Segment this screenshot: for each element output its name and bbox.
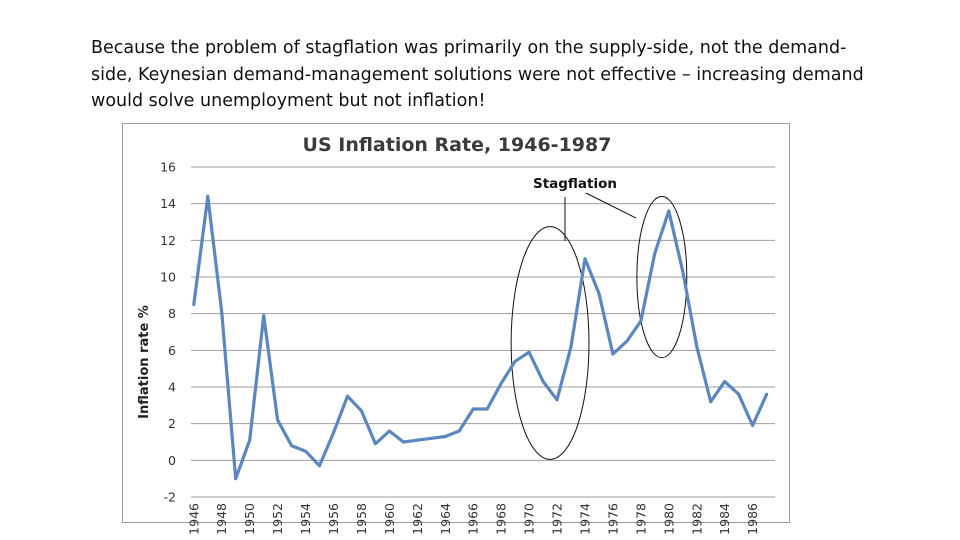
y-tick-label: -2 — [164, 490, 176, 505]
data-point — [541, 380, 545, 383]
data-point — [387, 429, 391, 433]
data-point — [262, 314, 266, 317]
x-tick-label: 1966 — [466, 503, 481, 535]
data-point — [346, 394, 349, 398]
x-tick-label: 1948 — [214, 503, 229, 535]
caption-line-2: side, Keynesian demand-management soluti… — [91, 64, 864, 85]
y-tick-label: 0 — [168, 453, 176, 468]
data-point — [276, 418, 280, 422]
data-point — [751, 424, 755, 427]
data-point — [471, 407, 475, 411]
x-tick-label: 1980 — [661, 503, 676, 535]
stagflation-ellipse — [636, 195, 688, 359]
y-tick-label: 4 — [168, 380, 176, 395]
data-point — [248, 438, 252, 442]
data-point — [401, 440, 405, 444]
y-tick-label: 10 — [160, 270, 176, 285]
y-tick-label: 8 — [168, 306, 176, 321]
data-point — [695, 345, 699, 349]
y-tick-label: 14 — [160, 196, 176, 211]
data-point — [415, 438, 419, 442]
data-point — [318, 464, 321, 468]
data-point — [443, 435, 447, 438]
x-tick-label: 1946 — [186, 503, 201, 535]
data-point — [499, 381, 503, 385]
x-tick-label: 1982 — [689, 503, 704, 535]
data-point — [709, 400, 713, 404]
gridlines — [191, 166, 775, 498]
data-point — [527, 350, 531, 354]
y-axis-label: Inflation rate % — [137, 305, 152, 419]
data-point — [429, 436, 433, 440]
data-point — [737, 392, 741, 396]
data-point — [374, 442, 377, 446]
data-point — [639, 319, 643, 323]
y-tick-label: 16 — [160, 160, 176, 175]
x-tick-label: 1964 — [438, 503, 453, 535]
data-point — [457, 429, 461, 433]
data-point — [332, 431, 335, 435]
x-tick-label: 1976 — [605, 503, 620, 535]
y-axis-ticks: -2 0 2 4 6 8 10 12 14 16 — [160, 160, 176, 505]
annotation-pointer — [585, 192, 637, 219]
y-tick-label: 2 — [168, 416, 176, 431]
stagflation-annotation: Stagflation — [510, 176, 688, 460]
data-point — [625, 339, 629, 343]
data-point — [304, 449, 307, 453]
caption-text: Because the problem of stagflation was p… — [91, 35, 891, 115]
x-tick-label: 1954 — [298, 503, 313, 535]
annotation-label: Stagflation — [533, 176, 617, 192]
data-point — [765, 392, 769, 396]
data-point — [597, 292, 601, 295]
x-tick-label: 1960 — [382, 503, 397, 535]
data-point — [583, 257, 587, 261]
x-tick-label: 1986 — [745, 503, 760, 535]
x-tick-label: 1962 — [410, 503, 425, 535]
data-point — [206, 194, 210, 198]
x-tick-label: 1970 — [522, 503, 537, 535]
data-point — [234, 477, 238, 481]
data-point — [485, 407, 489, 411]
data-point — [681, 270, 685, 273]
x-tick-label: 1974 — [577, 503, 592, 535]
x-tick-label: 1978 — [633, 503, 648, 535]
caption-line-1: Because the problem of stagflation was p… — [91, 38, 847, 58]
x-tick-label: 1956 — [326, 503, 341, 535]
data-point — [192, 303, 196, 306]
x-tick-label: 1950 — [242, 503, 257, 535]
data-point — [723, 380, 727, 383]
data-point — [290, 444, 293, 448]
data-point — [667, 209, 671, 213]
caption-line-3: would solve unemployment but not inflati… — [91, 91, 486, 111]
x-axis-ticks: 1946 1948 1950 1952 1954 1956 1958 1960 1962 1964… — [186, 503, 760, 535]
x-tick-label: 1952 — [270, 503, 285, 535]
data-point — [653, 251, 657, 255]
data-point — [360, 409, 363, 413]
series-line — [192, 194, 769, 481]
data-point — [555, 398, 559, 402]
data-point — [220, 310, 224, 314]
x-tick-label: 1972 — [550, 503, 565, 535]
y-tick-label: 6 — [168, 343, 176, 358]
series-layer — [192, 194, 769, 481]
x-tick-label: 1968 — [494, 503, 509, 535]
data-point — [569, 345, 573, 349]
data-point — [513, 359, 517, 363]
data-point — [611, 352, 615, 356]
y-tick-label: 12 — [160, 233, 176, 248]
x-tick-label: 1984 — [717, 503, 732, 535]
chart-title: US Inflation Rate, 1946-1987 — [303, 134, 612, 156]
x-tick-label: 1958 — [354, 503, 369, 535]
stagflation-ellipse — [510, 226, 590, 460]
